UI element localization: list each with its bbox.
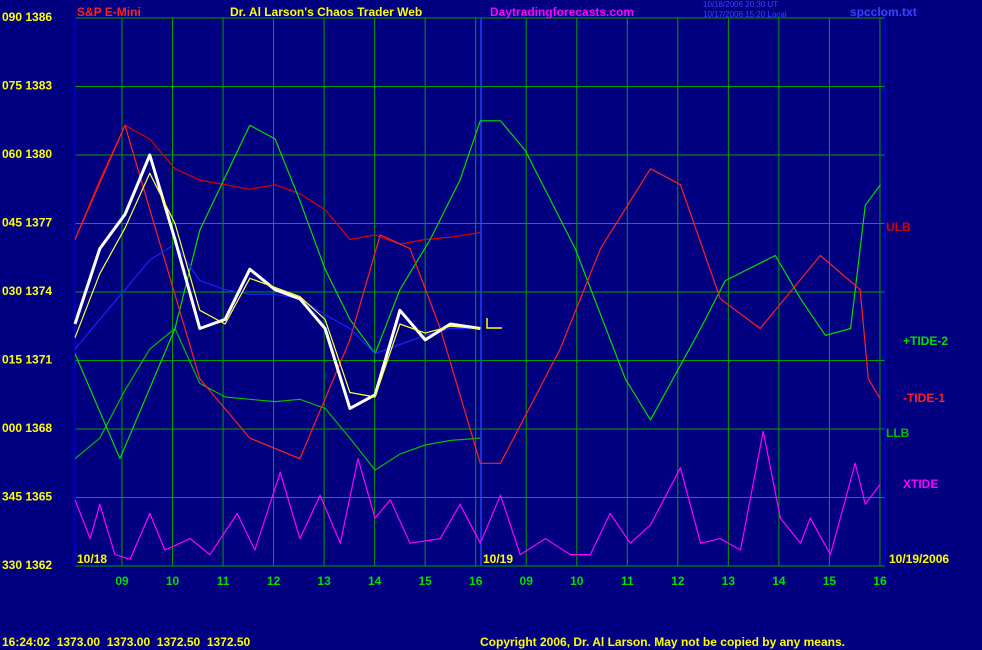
series-line xyxy=(74,172,481,398)
y-tick-label: 000 1368 xyxy=(2,421,52,435)
y-tick-label: 075 1383 xyxy=(2,79,52,93)
series-label: LLB xyxy=(886,426,910,440)
x-tick-label: 14 xyxy=(772,574,786,588)
y-tick-label: 030 1374 xyxy=(2,284,52,298)
series-line xyxy=(74,327,481,471)
series-line xyxy=(73,153,481,410)
x-tick-label: 10 xyxy=(166,574,180,588)
series-line xyxy=(74,120,881,460)
y-tick-label: 090 1386 xyxy=(2,10,52,24)
x-tick-label: 13 xyxy=(722,574,736,588)
x-tick-label: 09 xyxy=(520,574,534,588)
series-line xyxy=(74,124,481,245)
date-label: 10/18 xyxy=(77,552,107,566)
series-label: -TIDE-1 xyxy=(903,391,945,405)
x-tick-label: 13 xyxy=(317,574,331,588)
series-line xyxy=(74,430,881,560)
y-tick-label: 015 1371 xyxy=(2,353,52,367)
date-label: 10/19/2006 xyxy=(889,552,949,566)
x-tick-label: 14 xyxy=(368,574,382,588)
series-label: +TIDE-2 xyxy=(903,334,948,348)
timestamp: 10/18/2006 20:30 UT xyxy=(703,0,778,9)
series-label: ULB xyxy=(886,220,911,234)
series-line xyxy=(74,124,882,464)
series-label: XTIDE xyxy=(903,477,938,491)
y-tick-label: 345 1365 xyxy=(2,490,52,504)
x-tick-label: 10 xyxy=(570,574,584,588)
y-tick-label: 045 1377 xyxy=(2,216,52,230)
source: Daytradingforecasts.com xyxy=(490,5,634,19)
x-tick-label: 11 xyxy=(217,574,230,588)
y-tick-label: 060 1380 xyxy=(2,147,52,161)
grid xyxy=(75,17,885,567)
copyright: Copyright 2006, Dr. Al Larson. May not b… xyxy=(480,635,845,649)
status-line: 16:24:02 1373.00 1373.00 1372.50 1372.50 xyxy=(2,635,251,649)
y-tick-label: 330 1362 xyxy=(2,558,52,572)
x-tick-label: 12 xyxy=(671,574,685,588)
file-name: spcclom.txt xyxy=(850,5,917,19)
series-line xyxy=(74,243,481,355)
x-tick-label: 16 xyxy=(873,574,887,588)
subtitle: S&P E-Mini xyxy=(77,5,141,19)
x-tick-label: 11 xyxy=(621,574,634,588)
lines xyxy=(73,120,882,560)
date-label: 10/19 xyxy=(483,552,513,566)
x-tick-label: 15 xyxy=(418,574,432,588)
x-tick-label: 09 xyxy=(115,574,129,588)
x-tick-label: 15 xyxy=(823,574,837,588)
timestamp: 10/17/2006 15:20 Local xyxy=(703,10,787,19)
chart-title: Dr. Al Larson's Chaos Trader Web xyxy=(230,5,422,19)
last-price-marker xyxy=(486,318,502,329)
x-tick-label: 12 xyxy=(267,574,281,588)
x-tick-label: 16 xyxy=(469,574,483,588)
